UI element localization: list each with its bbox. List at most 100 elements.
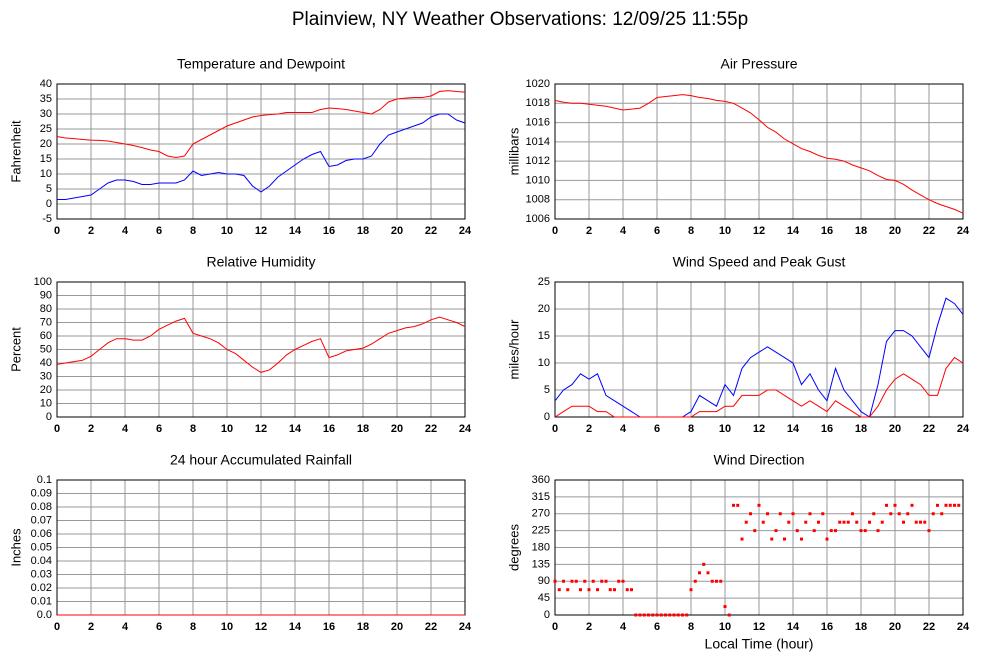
data-point xyxy=(893,503,897,507)
data-point xyxy=(910,503,914,507)
x-tick-label: 4 xyxy=(620,621,627,633)
chart-title: Air Pressure xyxy=(720,56,797,72)
data-point xyxy=(948,503,952,507)
data-point xyxy=(800,537,803,541)
data-point xyxy=(757,503,761,507)
data-point xyxy=(557,588,561,592)
x-tick-label: 20 xyxy=(391,621,403,633)
data-point xyxy=(562,579,565,583)
y-tick-label: 15 xyxy=(40,153,52,165)
data-point xyxy=(647,613,650,617)
y-tick-label: 25 xyxy=(40,123,52,135)
y-tick-label: 225 xyxy=(532,525,550,537)
x-tick-label: 16 xyxy=(821,225,833,237)
data-point xyxy=(574,579,578,583)
chart-title: Wind Direction xyxy=(713,452,804,468)
x-tick-label: 24 xyxy=(957,621,970,633)
x-tick-label: 10 xyxy=(719,423,731,435)
plot-border xyxy=(554,479,964,616)
y-tick-label: 90 xyxy=(40,289,52,301)
x-tick-label: 24 xyxy=(957,225,970,237)
y-tick-label: 0.03 xyxy=(31,568,52,580)
y-tick-label: 0.09 xyxy=(31,487,52,499)
data-line xyxy=(56,90,466,159)
data-point xyxy=(553,579,557,583)
data-point xyxy=(625,588,629,592)
data-point xyxy=(587,588,591,592)
x-tick-label: 0 xyxy=(54,621,60,633)
data-point xyxy=(710,579,714,583)
y-tick-label: 0.08 xyxy=(31,501,52,513)
y-tick-label: -5 xyxy=(42,213,52,225)
plot-border xyxy=(554,83,964,220)
data-point xyxy=(630,588,633,592)
data-point xyxy=(693,579,697,583)
data-point xyxy=(953,503,956,507)
data-point xyxy=(821,512,825,516)
x-tick-label: 0 xyxy=(54,225,60,237)
x-tick-label: 18 xyxy=(357,423,369,435)
data-point xyxy=(957,503,961,507)
data-point xyxy=(927,529,931,533)
x-tick-label: 8 xyxy=(688,225,694,237)
data-point xyxy=(859,529,863,533)
y-axis-label: millibars xyxy=(506,127,521,175)
x-tick-label: 4 xyxy=(122,423,129,435)
data-point xyxy=(740,537,744,541)
x-tick-label: 22 xyxy=(425,423,437,435)
x-tick-label: 6 xyxy=(156,423,162,435)
x-tick-label: 16 xyxy=(323,621,335,633)
data-point xyxy=(778,512,782,516)
x-tick-label: 24 xyxy=(459,423,472,435)
page-title: Plainview, NY Weather Observations: 12/0… xyxy=(292,9,748,30)
x-tick-label: 2 xyxy=(586,621,592,633)
y-tick-label: 1008 xyxy=(526,194,550,206)
x-tick-label: 24 xyxy=(459,225,472,237)
data-point xyxy=(936,503,939,507)
data-point xyxy=(812,529,816,533)
data-point xyxy=(651,613,655,617)
y-tick-label: 70 xyxy=(40,316,52,328)
y-tick-label: 20 xyxy=(40,138,52,150)
y-tick-label: 40 xyxy=(40,78,52,90)
data-point xyxy=(897,512,901,516)
y-axis-label: miles/hour xyxy=(506,319,521,380)
data-point xyxy=(944,503,948,507)
y-axis-label: Inches xyxy=(8,528,23,567)
data-point xyxy=(579,588,582,592)
data-point xyxy=(672,613,676,617)
x-tick-label: 20 xyxy=(391,423,403,435)
data-line xyxy=(554,356,964,418)
x-tick-label: 14 xyxy=(289,423,302,435)
data-point xyxy=(902,520,905,524)
data-point xyxy=(914,520,918,524)
data-point xyxy=(940,512,944,516)
y-tick-label: 0.01 xyxy=(31,595,52,607)
y-tick-label: 315 xyxy=(532,491,550,503)
x-tick-label: 8 xyxy=(688,423,694,435)
data-point xyxy=(659,613,663,617)
data-point xyxy=(923,520,927,524)
x-axis-label: Local Time (hour) xyxy=(705,636,814,652)
data-point xyxy=(723,605,727,609)
x-tick-label: 18 xyxy=(357,621,369,633)
y-tick-label: 30 xyxy=(40,370,52,382)
x-tick-label: 22 xyxy=(425,621,437,633)
x-tick-label: 14 xyxy=(787,423,800,435)
data-point xyxy=(617,579,621,583)
x-tick-label: 8 xyxy=(190,225,196,237)
y-tick-label: 0.05 xyxy=(31,541,52,553)
data-point xyxy=(804,520,808,524)
data-line xyxy=(554,94,964,214)
data-point xyxy=(906,512,910,516)
x-tick-label: 10 xyxy=(221,225,233,237)
x-tick-label: 16 xyxy=(821,621,833,633)
y-tick-label: 0 xyxy=(544,411,550,423)
data-point xyxy=(736,503,740,507)
y-tick-label: 90 xyxy=(538,575,550,587)
data-point xyxy=(613,588,616,592)
y-tick-label: 80 xyxy=(40,303,52,315)
y-tick-label: 0.06 xyxy=(31,528,52,540)
data-point xyxy=(566,588,570,592)
y-tick-label: 0 xyxy=(46,198,52,210)
